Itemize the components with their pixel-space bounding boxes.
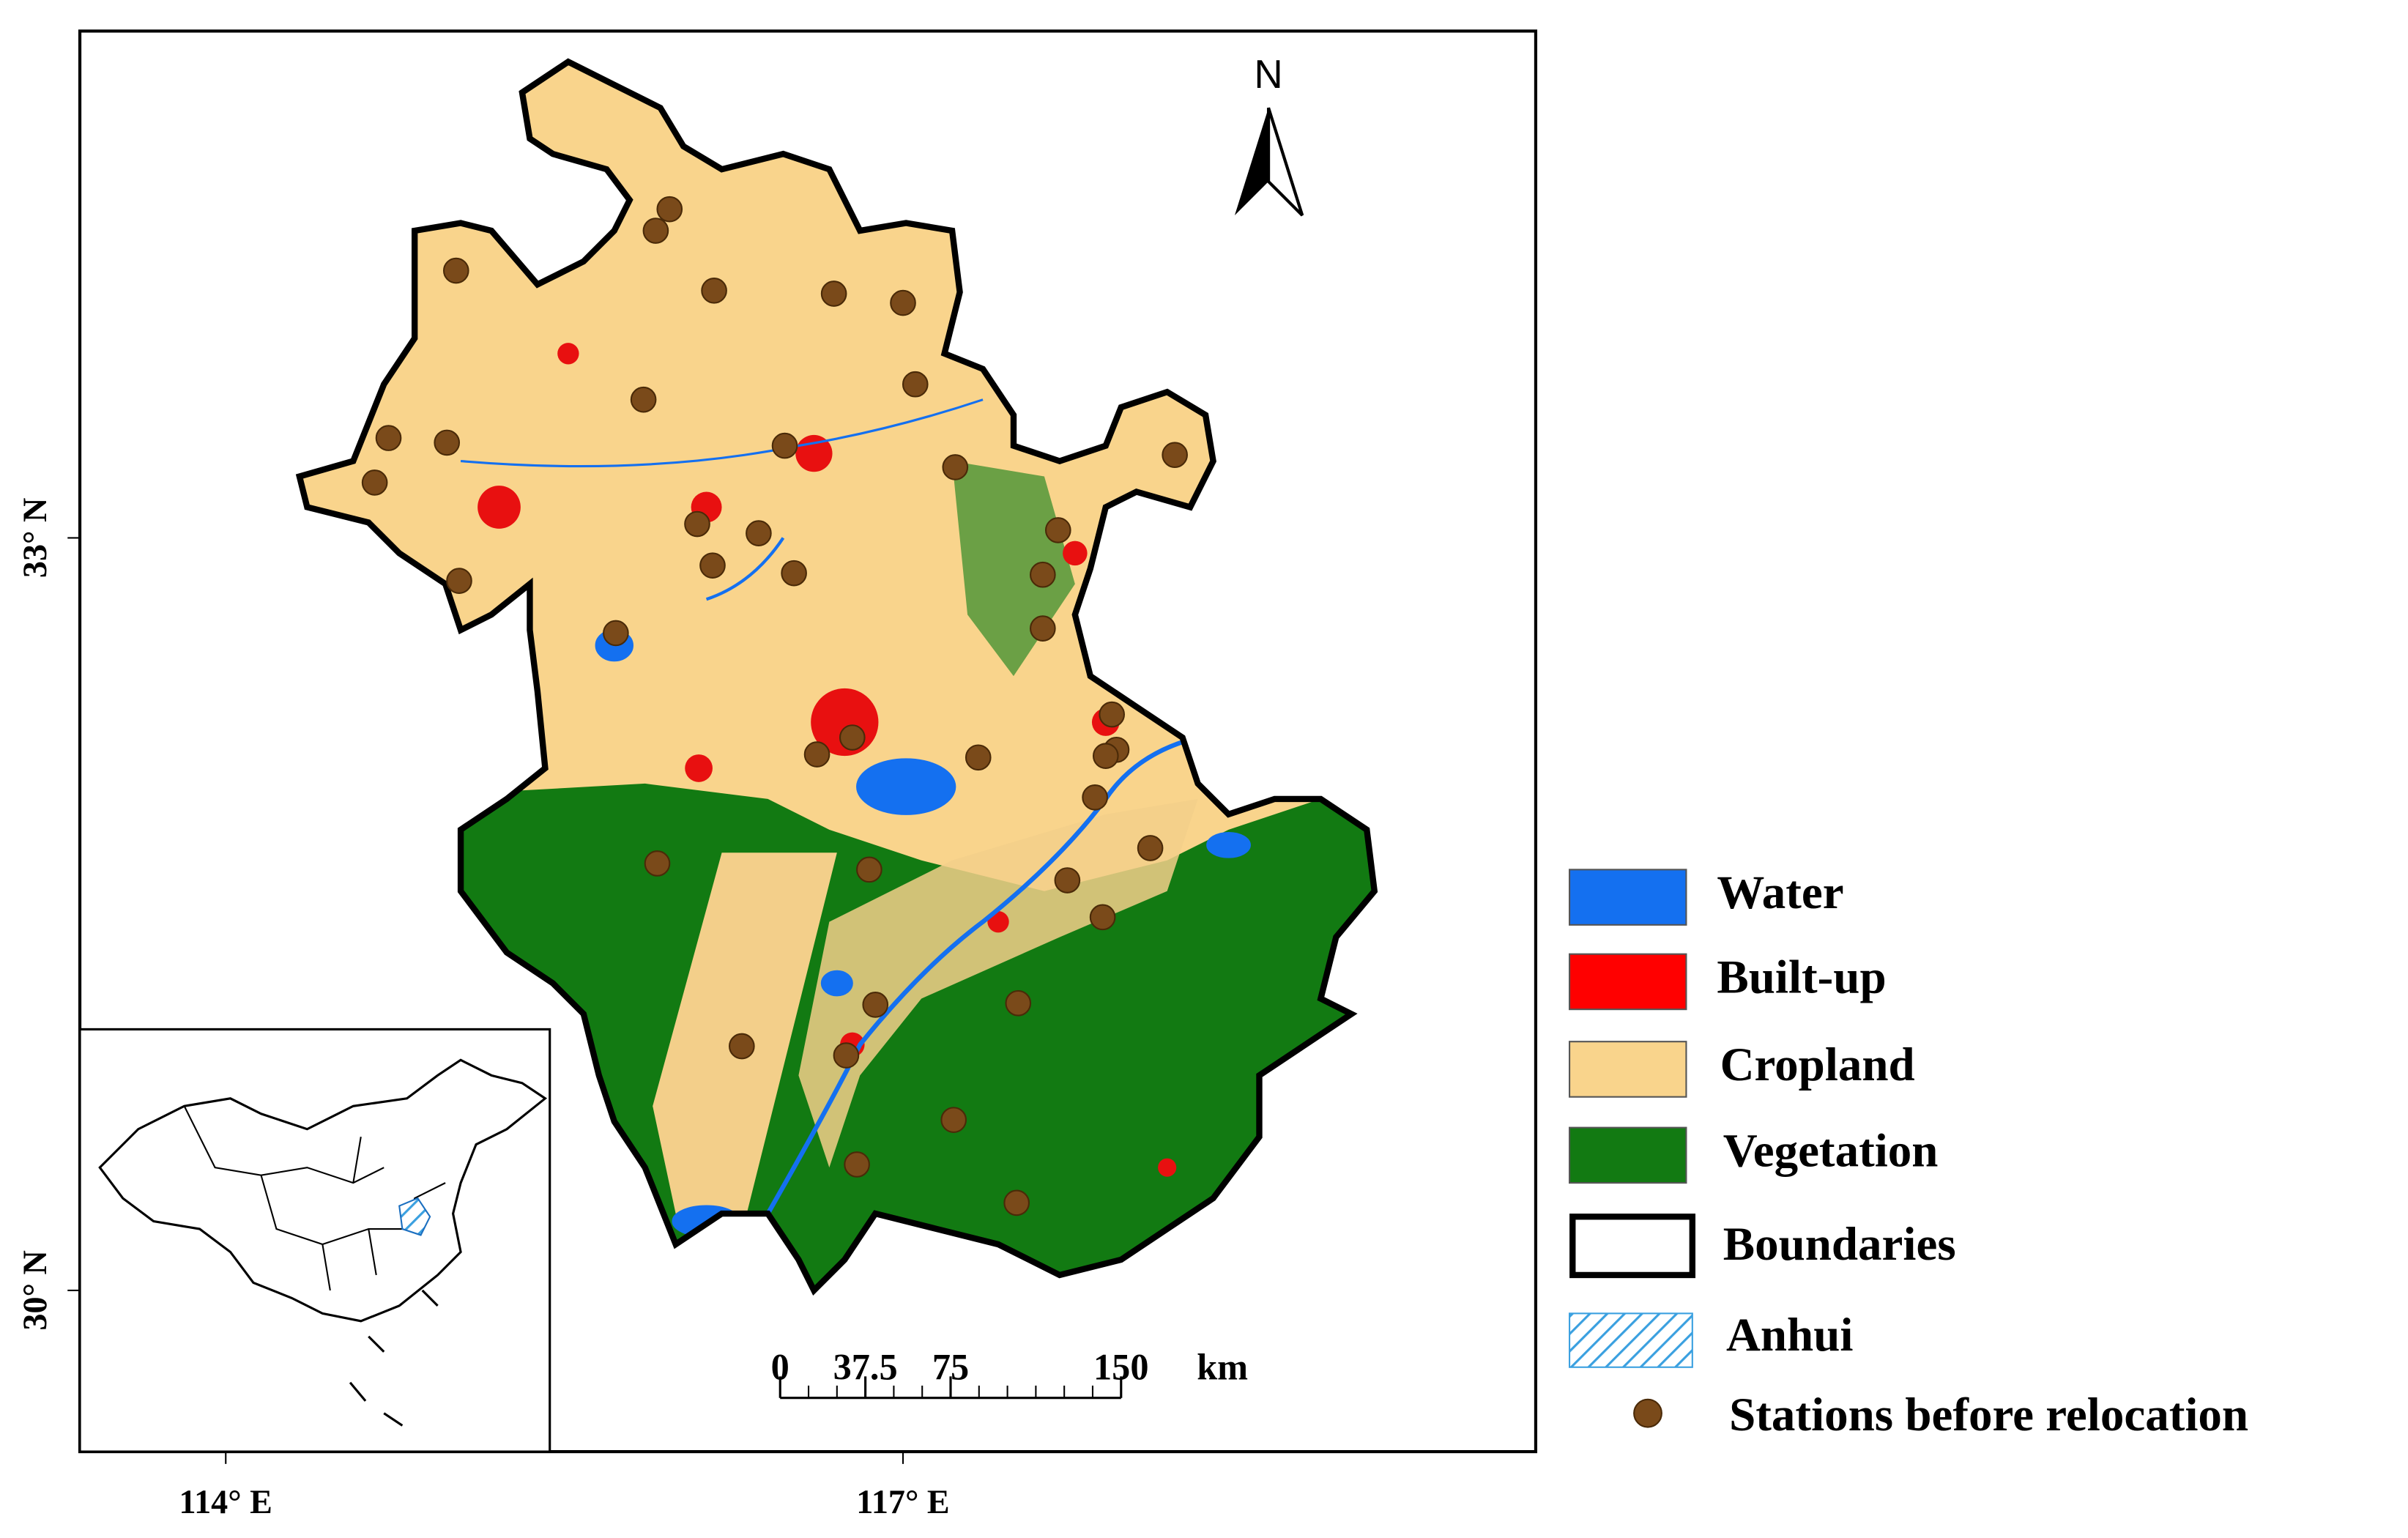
station (656, 196, 683, 223)
legend-label: Water (1717, 866, 1843, 919)
station (942, 454, 969, 480)
scale-bar-label: 0 (771, 1347, 789, 1388)
station (839, 724, 866, 751)
station (446, 568, 472, 594)
station (844, 1151, 870, 1178)
station (603, 620, 629, 647)
station (1044, 517, 1071, 543)
legend-label: Vegetation (1723, 1124, 1939, 1177)
north-arrow (1234, 107, 1304, 217)
legend-swatch (1569, 1214, 1696, 1279)
cropland-river (798, 798, 1198, 1168)
legend-swatch (1569, 1041, 1687, 1098)
scale-bar-label: 150 (1093, 1347, 1148, 1388)
station (1029, 615, 1056, 642)
station (1137, 835, 1164, 861)
station (434, 429, 461, 456)
stations (361, 196, 1188, 1216)
station (803, 741, 830, 768)
station (781, 560, 807, 587)
vegetation-area (430, 783, 1375, 1290)
legend-swatch (1569, 869, 1687, 926)
station (890, 289, 916, 316)
station (1054, 867, 1081, 894)
legend-swatch (1569, 953, 1687, 1011)
station (1092, 743, 1119, 769)
lon-label: 114° E (179, 1483, 272, 1520)
legend-label: Boundaries (1723, 1218, 1956, 1271)
station (442, 257, 469, 284)
station (684, 510, 710, 538)
station (1099, 701, 1126, 728)
lat-label: 30° N (16, 1250, 53, 1330)
legend: Water Built-up Cropland Vegetation Bound… (1569, 866, 2248, 1441)
legend-label: Stations before relocation (1729, 1389, 2248, 1441)
inset-map (78, 1028, 551, 1453)
station (902, 371, 929, 398)
lon-label: 117° E (856, 1483, 949, 1520)
station (701, 277, 727, 304)
station (862, 992, 889, 1018)
station (1005, 989, 1032, 1017)
station (1082, 784, 1108, 811)
legend-swatch (1569, 1312, 1693, 1368)
legend-label: Built-up (1717, 951, 1886, 1003)
legend-swatch (1633, 1398, 1662, 1428)
station (644, 850, 671, 877)
scale-bar-label: 37.5 (833, 1347, 898, 1388)
station (746, 520, 772, 546)
lat-label: 33° N (16, 498, 53, 578)
station (771, 432, 798, 459)
legend-label: Cropland (1720, 1039, 1915, 1091)
station (375, 425, 402, 451)
station (1003, 1189, 1030, 1216)
station (728, 1033, 755, 1060)
scale-bar-label: 75 (932, 1347, 969, 1388)
station (642, 218, 669, 244)
station (965, 744, 992, 771)
station (1089, 904, 1116, 931)
station (1029, 561, 1056, 588)
scale-bar: 0 37.5 75 150 km (771, 1347, 1248, 1400)
station (833, 1042, 860, 1069)
station (630, 386, 657, 413)
station (940, 1107, 967, 1133)
scale-bar-unit: km (1197, 1347, 1248, 1388)
station (820, 281, 847, 307)
station (361, 469, 388, 496)
station (856, 856, 882, 883)
station (699, 552, 726, 579)
station (1162, 442, 1188, 469)
legend-swatch (1569, 1126, 1687, 1184)
legend-label: Anhui (1726, 1309, 1853, 1361)
north-label: N (1254, 52, 1282, 97)
